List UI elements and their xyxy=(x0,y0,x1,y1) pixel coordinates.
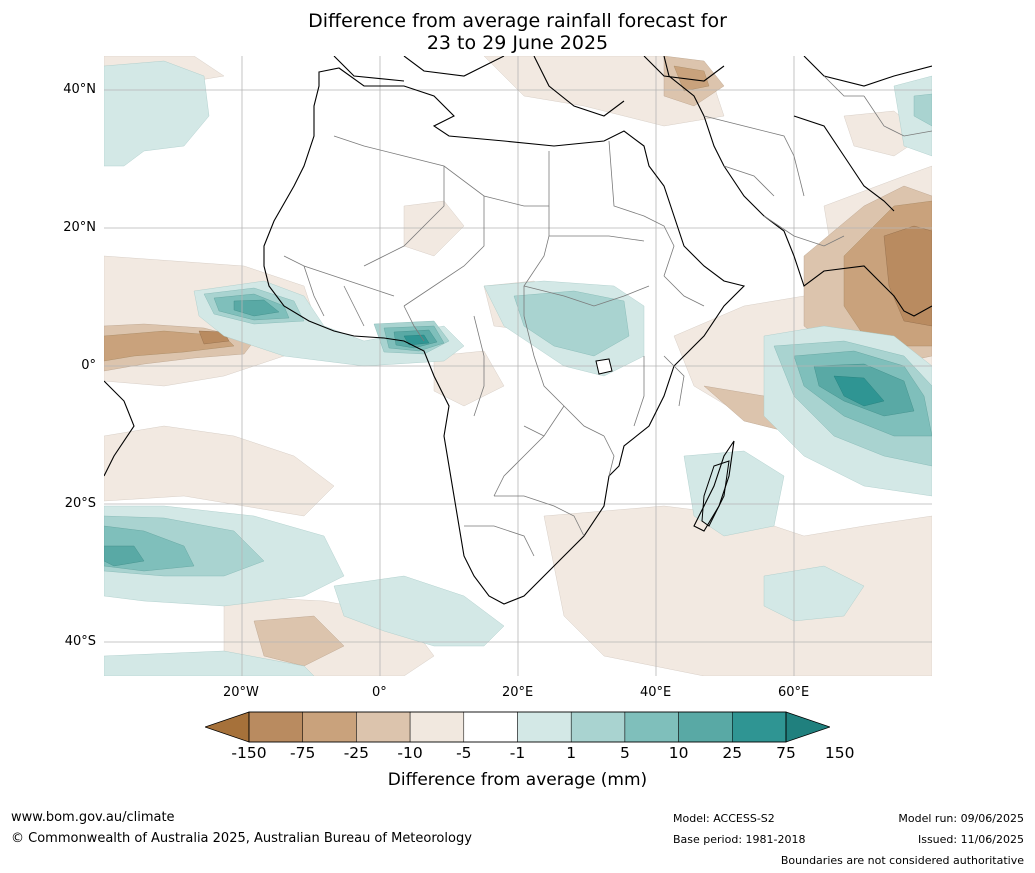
madagascar xyxy=(701,460,730,527)
rainfall-map xyxy=(104,56,932,676)
footer-copyright: © Commonwealth of Australia 2025, Austra… xyxy=(11,831,472,846)
footer-base-period: Base period: 1981-2018 xyxy=(673,833,806,846)
colorbar-tick-label: -10 xyxy=(397,744,423,762)
colorbar-tick-label: -150 xyxy=(231,744,267,762)
colorbar-tick-label: 75 xyxy=(776,744,796,762)
colorbar-cell xyxy=(356,711,411,743)
lon-label-20e: 20°E xyxy=(502,685,534,700)
coastline xyxy=(104,56,932,605)
lon-label-20w: 20°W xyxy=(223,685,259,700)
colorbar-cell xyxy=(409,711,465,743)
map-svg xyxy=(104,56,932,676)
colorbar-tick-label: -1 xyxy=(509,744,526,762)
lat-label-40s: 40°S xyxy=(64,634,96,649)
footer-website[interactable]: www.bom.gov.au/climate xyxy=(11,810,175,825)
lat-label-40n: 40°N xyxy=(63,82,96,97)
colorbar-cell xyxy=(732,711,787,743)
colorbar-arrow-high xyxy=(785,711,830,743)
colorbar-tick-label: -25 xyxy=(343,744,370,762)
lon-label-0: 0° xyxy=(372,685,387,700)
colorbar-cell xyxy=(624,711,679,743)
colorbar-tick-label: 5 xyxy=(619,744,630,762)
colorbar-cell xyxy=(463,711,518,743)
colorbar-cell xyxy=(570,711,626,743)
title-line-2: 23 to 29 June 2025 xyxy=(426,32,609,54)
map-title: Difference from average rainfall forecas… xyxy=(0,10,1035,54)
lat-label-20s: 20°S xyxy=(64,496,96,511)
title-line-1: Difference from average rainfall forecas… xyxy=(308,10,727,32)
lake-victoria xyxy=(595,358,613,375)
colorbar-label: Difference from average (mm) xyxy=(387,770,648,790)
colorbar-arrow-low xyxy=(205,711,250,743)
footer-model-run: Model run: 09/06/2025 xyxy=(898,812,1024,825)
colorbar-tick-label: 150 xyxy=(824,744,855,762)
colorbar-tick-label: 1 xyxy=(566,744,577,762)
colorbar-tick-label: -5 xyxy=(456,744,472,762)
country-borders xyxy=(283,75,932,557)
lat-label-0: 0° xyxy=(81,358,96,373)
colorbar xyxy=(205,711,830,743)
footer-model: Model: ACCESS-S2 xyxy=(673,812,775,825)
lon-label-40e: 40°E xyxy=(640,685,672,700)
colorbar-cell xyxy=(302,711,357,743)
footer-boundaries-note: Boundaries are not considered authoritat… xyxy=(780,854,1024,867)
lon-label-60e: 60°E xyxy=(778,685,810,700)
colorbar-cell xyxy=(517,711,572,743)
colorbar-tick-label: 10 xyxy=(668,744,689,762)
footer-issued: Issued: 11/06/2025 xyxy=(917,833,1024,846)
colorbar-tick-label: -75 xyxy=(290,744,316,762)
lat-label-20n: 20°N xyxy=(63,220,96,235)
colorbar-cell xyxy=(248,711,303,743)
colorbar-cell xyxy=(678,711,733,743)
colorbar-tick-label: 25 xyxy=(722,744,743,762)
